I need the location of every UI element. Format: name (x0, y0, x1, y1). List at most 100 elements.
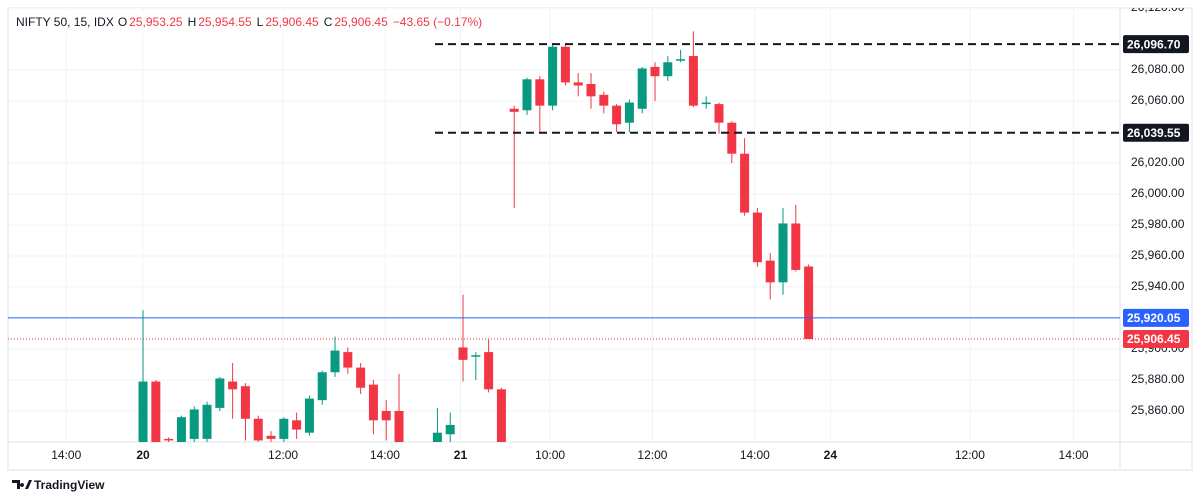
price-label-bg (1123, 123, 1189, 142)
candle-body (317, 372, 327, 401)
x-tick-label: 20 (136, 448, 150, 462)
time-axis: 14:00 20 12:00 14:00 21 10:00 12:00 14:00 24 12:0… (51, 448, 1089, 462)
candle-body (727, 122, 737, 154)
x-tick-label: 24 (824, 448, 838, 462)
price-label-bg (1123, 330, 1189, 349)
candle-body (343, 352, 353, 368)
header-text: NIFTY 50, 15, IDX (16, 15, 114, 29)
header-text: 25,954.55 (198, 15, 252, 29)
x-tick-label: 14:00 (740, 448, 770, 462)
candle-body (509, 108, 519, 112)
header-text: −43.65 (−0.17%) (393, 15, 482, 29)
candle-body (138, 381, 148, 442)
candle-body (151, 381, 161, 442)
candle-body (740, 153, 750, 213)
candle-body (663, 62, 673, 77)
candle-body (445, 424, 455, 435)
candle-body (560, 46, 570, 83)
price-label-bg (1123, 308, 1189, 327)
x-tick-label: 14:00 (51, 448, 81, 462)
brand-name: TradingView (34, 478, 105, 492)
candle-body (215, 378, 225, 408)
price-axis: 25,860.0025,880.0025,900.0025,940.0025,9… (1131, 0, 1185, 417)
candle-body (228, 381, 238, 390)
candle-body (714, 104, 724, 123)
candle-body (586, 83, 596, 97)
candle-body (304, 398, 314, 433)
header-text: 25,953.25 (129, 15, 183, 29)
candle-body (548, 46, 558, 106)
candle-body (266, 435, 276, 439)
candle-body (394, 411, 404, 442)
candle-body (701, 102, 711, 105)
y-tick-label: 25,860.00 (1131, 403, 1185, 417)
header-text: H (188, 15, 197, 29)
candle-body (356, 367, 366, 388)
candle-body (573, 82, 583, 86)
brand-logo (12, 480, 32, 489)
brand: TradingView (12, 478, 105, 492)
y-tick-label: 25,980.00 (1131, 217, 1185, 231)
price-label: 25,906.45 (1127, 332, 1181, 346)
candle-body (535, 79, 545, 106)
candle-body (624, 102, 634, 123)
candle-body (458, 347, 468, 360)
candle-body (432, 432, 442, 442)
x-tick-label: 14:00 (1059, 448, 1089, 462)
candle-body (804, 266, 814, 340)
header-text: C (324, 15, 333, 29)
candle-body (765, 260, 775, 283)
candle-body (612, 105, 622, 125)
header-text: L (257, 15, 264, 29)
candles (138, 31, 814, 442)
candle-body (650, 66, 660, 77)
candle-body (688, 56, 698, 106)
x-tick-label: 12:00 (268, 448, 298, 462)
x-tick-label: 14:00 (370, 448, 400, 462)
price-label-bg (1123, 35, 1189, 54)
header-text: 25,906.45 (334, 15, 388, 29)
y-tick-label: 26,060.00 (1131, 93, 1185, 107)
candle-body (253, 418, 263, 441)
candle-body (176, 417, 186, 442)
candle-body (202, 404, 212, 439)
candle-body (752, 212, 762, 263)
frame (7, 7, 1193, 471)
y-tick-label: 25,880.00 (1131, 372, 1185, 386)
candle-body (368, 384, 378, 421)
candle-body (778, 223, 788, 283)
candle-body (189, 409, 199, 439)
candle-body (676, 59, 686, 61)
candle-body (240, 386, 250, 419)
y-tick-label: 25,960.00 (1131, 248, 1185, 262)
y-tick-label: 26,120.00 (1131, 0, 1185, 14)
x-tick-label: 12:00 (637, 448, 667, 462)
y-tick-label: 26,020.00 (1131, 155, 1185, 169)
price-label: 26,039.55 (1127, 126, 1181, 140)
candle-body (292, 420, 302, 430)
y-tick-label: 26,080.00 (1131, 62, 1185, 76)
candle-body (471, 355, 481, 357)
header-text: 25,906.45 (265, 15, 319, 29)
candle-body (637, 68, 647, 109)
price-label: 25,920.05 (1127, 311, 1181, 325)
header-text: O (118, 15, 127, 29)
price-label: 26,096.70 (1127, 37, 1181, 51)
candle-body (330, 350, 340, 373)
candle-body (496, 389, 506, 442)
x-tick-label: 21 (454, 448, 468, 462)
y-tick-label: 25,940.00 (1131, 279, 1185, 293)
candle-body (599, 94, 609, 106)
candle-body (522, 79, 532, 111)
x-tick-label: 12:00 (955, 448, 985, 462)
y-tick-label: 26,000.00 (1131, 186, 1185, 200)
header-bg (12, 12, 452, 34)
x-tick-label: 10:00 (535, 448, 565, 462)
candle-body (381, 411, 391, 421)
candle-body (164, 438, 174, 441)
legend-header: NIFTY 50, 15, IDX O 25,953.25 H 25,954.55 L 25… (12, 12, 482, 34)
candle-body (279, 418, 289, 439)
candle-body (791, 223, 801, 270)
horizontal-lines (8, 43, 1120, 340)
